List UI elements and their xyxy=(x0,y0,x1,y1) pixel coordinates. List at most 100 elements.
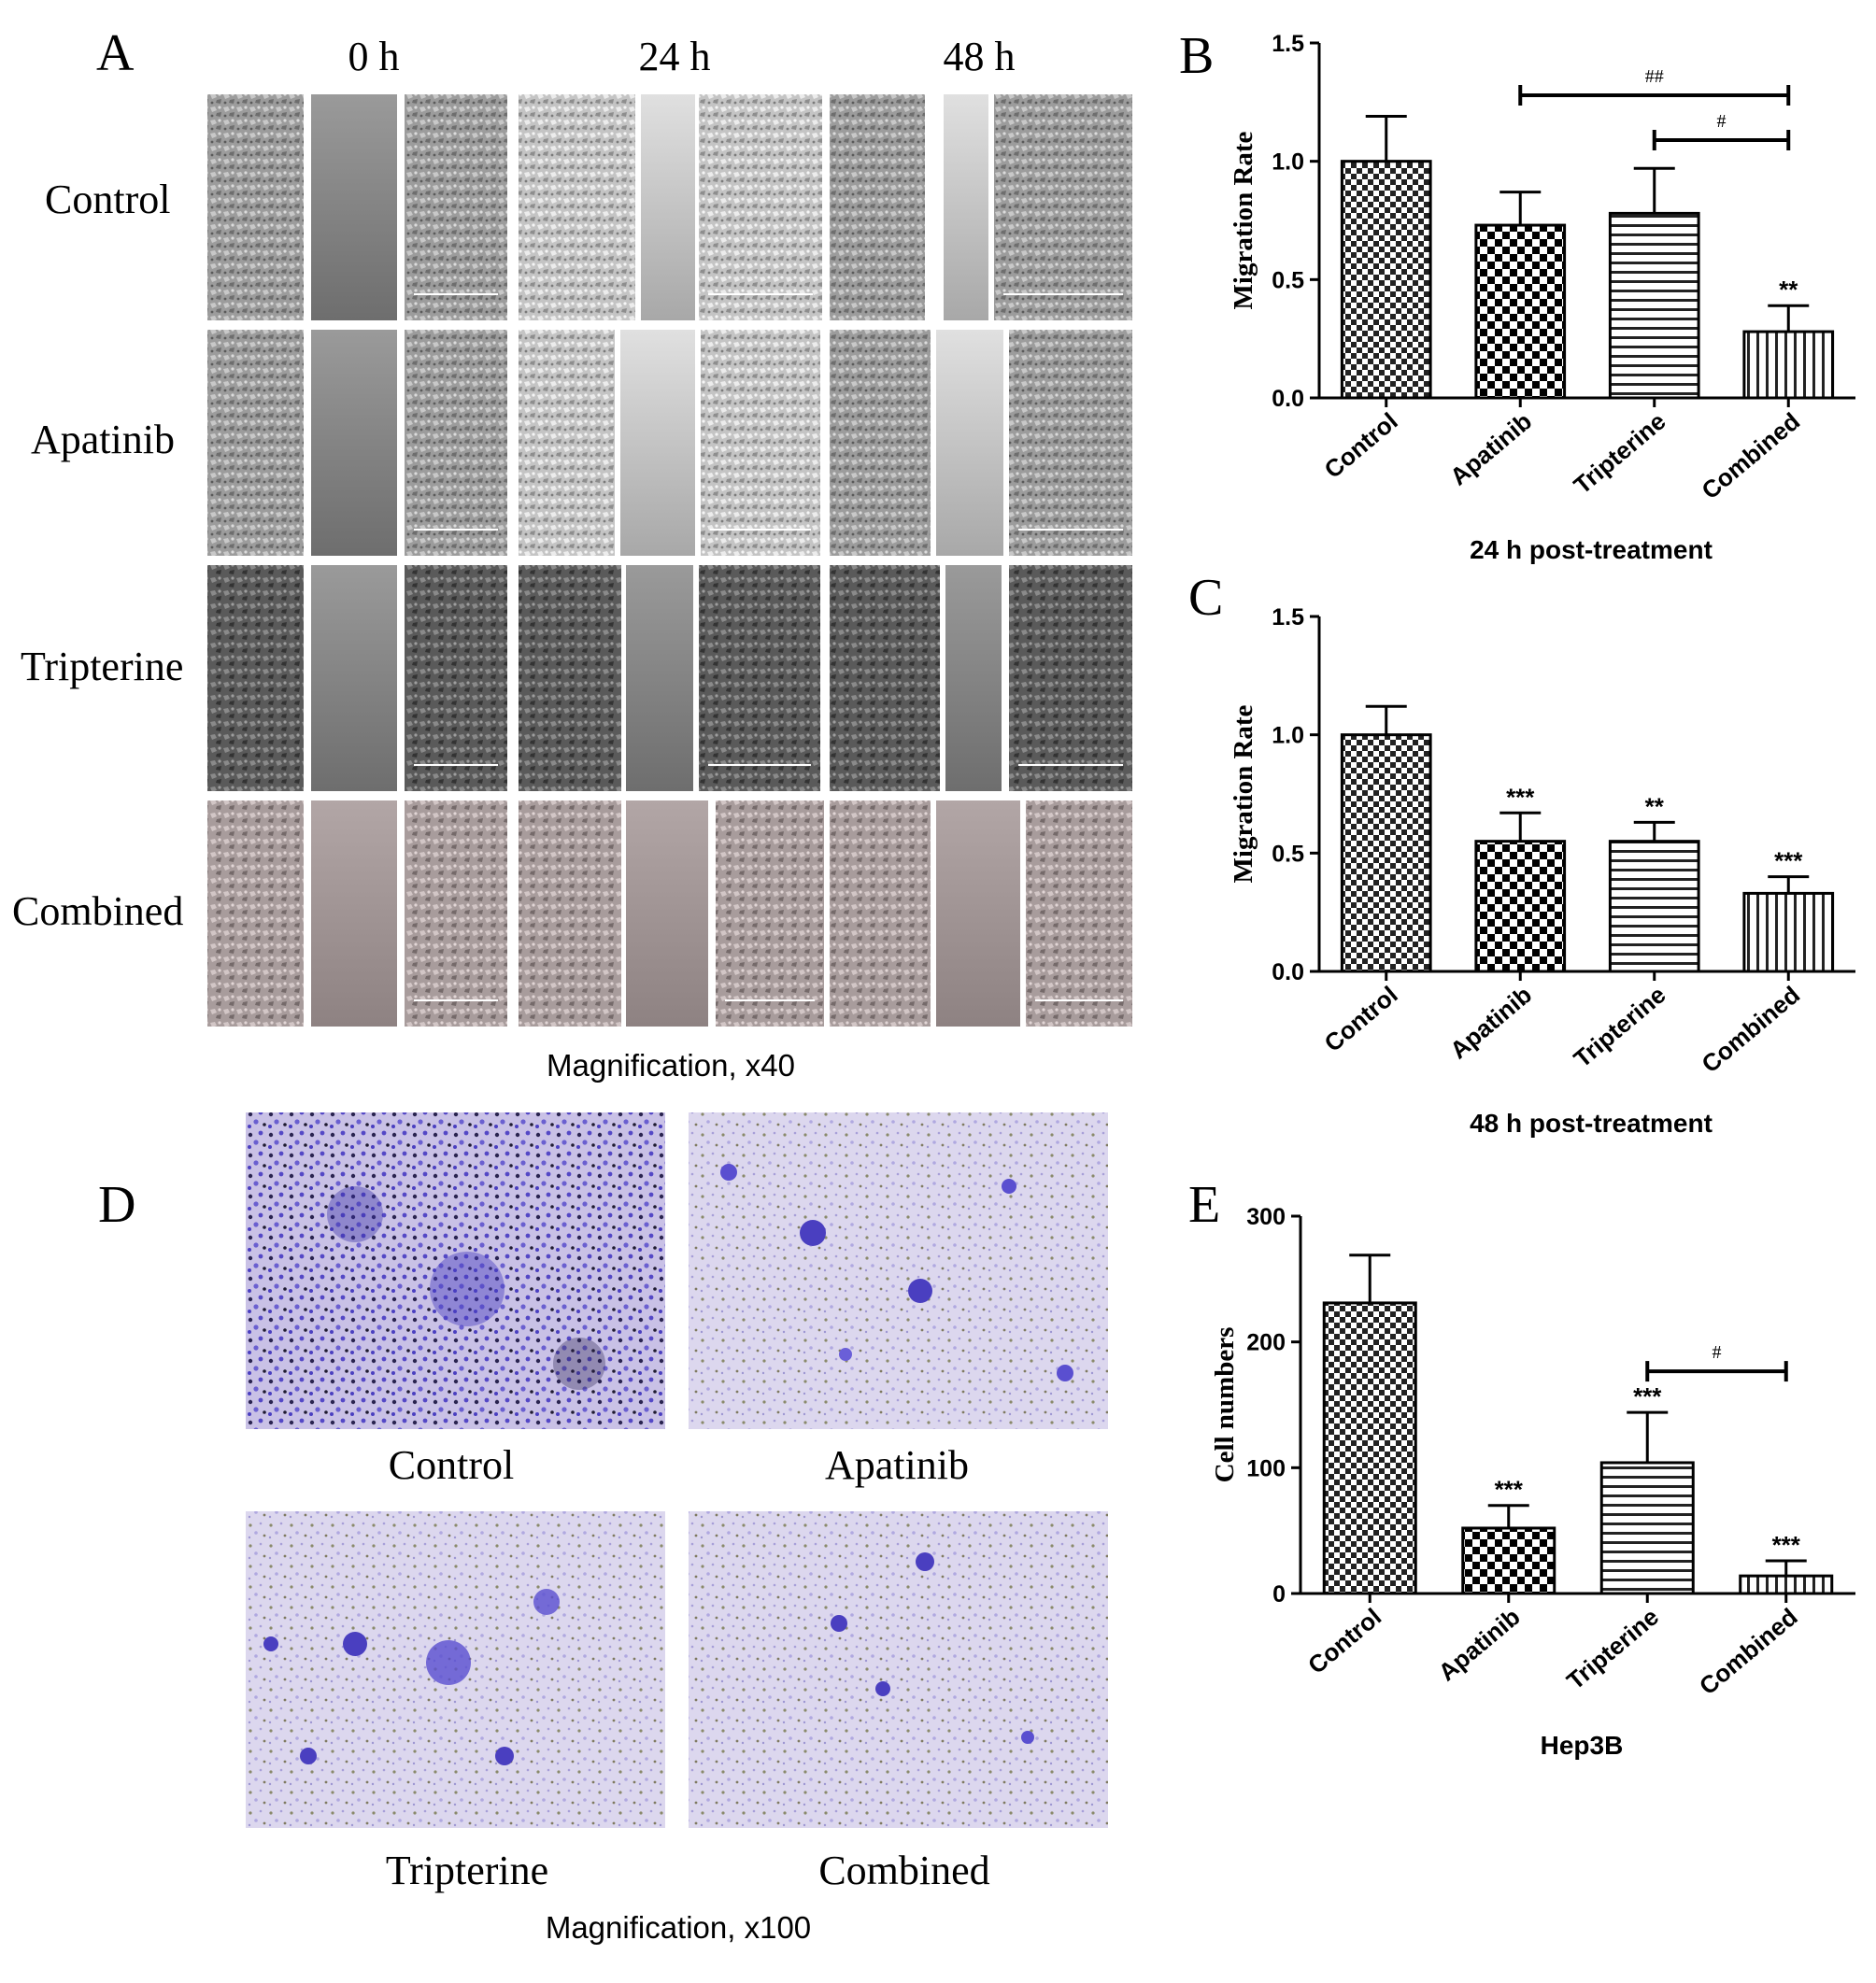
x-tick-label: Control xyxy=(1319,981,1403,1057)
scratch-image-combined-24h-left xyxy=(519,800,621,1027)
chart-c: C 0.0 0.5 1.0 1.5 Migration Rate Control *** Ap… xyxy=(1188,569,1855,1138)
time-label-0h: 0 h xyxy=(348,34,400,79)
panel-a-letter: A xyxy=(96,24,135,82)
scratch-gap-apatinib-48h xyxy=(936,330,1003,556)
scratch-gap-tripterine-0h xyxy=(311,565,397,791)
significance-mark: ** xyxy=(1645,792,1665,820)
scratch-gap-combined-0h xyxy=(311,800,397,1027)
scratch-image-control-48h-right xyxy=(994,94,1132,320)
scratch-image-apatinib-24h-right xyxy=(701,330,820,556)
scratch-image-combined-0h-right xyxy=(405,800,507,1027)
bar-tripterine xyxy=(1599,1461,1695,1595)
x-tick-label: Apatinib xyxy=(1444,407,1537,491)
scratch-image-control-0h-right xyxy=(405,94,507,320)
y-tick-label: 0.0 xyxy=(1272,386,1304,412)
x-tick-label: Apatinib xyxy=(1444,981,1537,1065)
time-label-24h: 24 h xyxy=(639,34,711,79)
scratch-image-apatinib-48h-left xyxy=(830,330,931,556)
scratch-image-combined-48h-left xyxy=(830,800,931,1027)
transwell-image-tripterine xyxy=(246,1511,665,1828)
x-tick-label: Combined xyxy=(1696,981,1805,1079)
row-label-tripterine: Tripterine xyxy=(21,644,183,689)
significance-mark: *** xyxy=(1633,1382,1662,1410)
x-tick-label: Tripterine xyxy=(1561,1603,1664,1695)
row-label-combined: Combined xyxy=(12,888,183,934)
scratch-image-tripterine-24h-left xyxy=(519,565,621,791)
bar-combined xyxy=(1742,330,1835,400)
scratch-gap-combined-24h xyxy=(626,800,708,1027)
significance-mark: *** xyxy=(1774,847,1803,875)
y-tick-label: 0.0 xyxy=(1272,959,1304,985)
x-tick-label: Control xyxy=(1319,407,1403,484)
scratch-image-control-24h-right xyxy=(699,94,822,320)
scratch-gap-combined-48h xyxy=(936,800,1020,1027)
scratch-image-tripterine-24h-right xyxy=(699,565,820,791)
transwell-image-apatinib xyxy=(689,1112,1108,1429)
scratch-image-apatinib-0h-right xyxy=(405,330,507,556)
scratch-image-tripterine-0h-left xyxy=(207,565,304,791)
bar-combined xyxy=(1739,1574,1834,1595)
x-tick-label: Control xyxy=(1302,1603,1386,1679)
panel-a: A 0 h 24 h 48 h Control Apatinib Tripter… xyxy=(12,24,1132,1083)
panel-a-caption: Magnification, x40 xyxy=(547,1048,795,1083)
y-tick-label: 200 xyxy=(1246,1330,1286,1356)
transwell-image-control xyxy=(246,1112,665,1429)
transwell-label-tripterine: Tripterine xyxy=(386,1848,548,1893)
y-tick-label: 300 xyxy=(1246,1204,1286,1230)
scratch-gap-control-24h xyxy=(641,94,695,320)
x-tick-label: Combined xyxy=(1694,1603,1803,1701)
scratch-gap-apatinib-0h xyxy=(311,330,397,556)
scratch-image-apatinib-24h-left xyxy=(519,330,615,556)
scratch-image-apatinib-0h-left xyxy=(207,330,304,556)
scratch-image-tripterine-48h-right xyxy=(1009,565,1132,791)
scratch-gap-tripterine-48h xyxy=(945,565,1002,791)
bar-control xyxy=(1322,1301,1417,1595)
scratch-image-control-24h-left xyxy=(519,94,635,320)
transwell-image-combined xyxy=(689,1511,1108,1828)
row-label-apatinib: Apatinib xyxy=(31,417,175,462)
panel-e-letter: E xyxy=(1188,1176,1220,1234)
chart-e: E 0 100 200 300 Cell numbers Control *** Apatin… xyxy=(1188,1176,1855,1760)
panel-d-letter: D xyxy=(98,1176,135,1234)
time-label-48h: 48 h xyxy=(944,34,1016,79)
bar-control xyxy=(1340,160,1432,400)
y-tick-label: 0 xyxy=(1272,1581,1286,1608)
comparison-label: # xyxy=(1717,111,1727,132)
y-tick-label: 100 xyxy=(1246,1455,1286,1481)
scratch-image-apatinib-48h-right xyxy=(1009,330,1132,556)
y-tick-label: 1.5 xyxy=(1272,604,1304,630)
scratch-image-control-0h-left xyxy=(207,94,304,320)
y-axis-label: Migration Rate xyxy=(1229,131,1258,309)
x-axis-label: 24 h post-treatment xyxy=(1470,535,1713,564)
scratch-image-tripterine-0h-right xyxy=(405,565,507,791)
chart-b: B 0.0 0.5 1.0 1.5 Migration Rate Control Apati… xyxy=(1179,27,1855,564)
transwell-label-combined: Combined xyxy=(818,1848,989,1893)
x-axis-label: Hep3B xyxy=(1541,1731,1624,1760)
scratch-image-combined-0h-left xyxy=(207,800,304,1027)
y-tick-label: 1.0 xyxy=(1272,149,1304,176)
transwell-label-apatinib: Apatinib xyxy=(825,1442,969,1488)
scratch-gap-control-48h xyxy=(944,94,988,320)
y-tick-label: 1.5 xyxy=(1272,31,1304,57)
x-tick-label: Tripterine xyxy=(1569,981,1671,1073)
significance-mark: *** xyxy=(1772,1531,1801,1559)
panel-d-caption: Magnification, x100 xyxy=(546,1910,811,1945)
panel-d: D Control Apatinib xyxy=(98,1112,1108,1945)
bar-apatinib xyxy=(1474,223,1567,400)
y-axis-label: Migration Rate xyxy=(1229,704,1258,883)
y-axis-label: Cell numbers xyxy=(1210,1327,1240,1483)
x-tick-label: Apatinib xyxy=(1433,1603,1526,1687)
significance-mark: *** xyxy=(1495,1476,1524,1504)
scratch-gap-control-0h xyxy=(311,94,397,320)
y-tick-label: 0.5 xyxy=(1272,267,1304,293)
bar-apatinib xyxy=(1461,1526,1556,1595)
x-tick-label: Combined xyxy=(1696,407,1805,505)
comparison-label: ## xyxy=(1645,66,1664,87)
bar-tripterine xyxy=(1608,840,1700,973)
y-tick-label: 0.5 xyxy=(1272,841,1304,867)
scratch-gap-tripterine-24h xyxy=(626,565,693,791)
bar-apatinib xyxy=(1474,840,1567,973)
scratch-image-combined-24h-right xyxy=(716,800,824,1027)
x-axis-label: 48 h post-treatment xyxy=(1470,1109,1713,1138)
